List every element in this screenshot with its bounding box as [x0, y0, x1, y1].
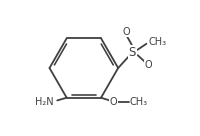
Text: O: O [145, 60, 152, 70]
Text: O: O [110, 97, 118, 107]
Text: H₂N: H₂N [35, 97, 53, 107]
Text: O: O [123, 27, 130, 37]
Text: CH₃: CH₃ [148, 37, 167, 47]
Text: CH₃: CH₃ [130, 97, 148, 107]
Text: S: S [129, 46, 136, 59]
